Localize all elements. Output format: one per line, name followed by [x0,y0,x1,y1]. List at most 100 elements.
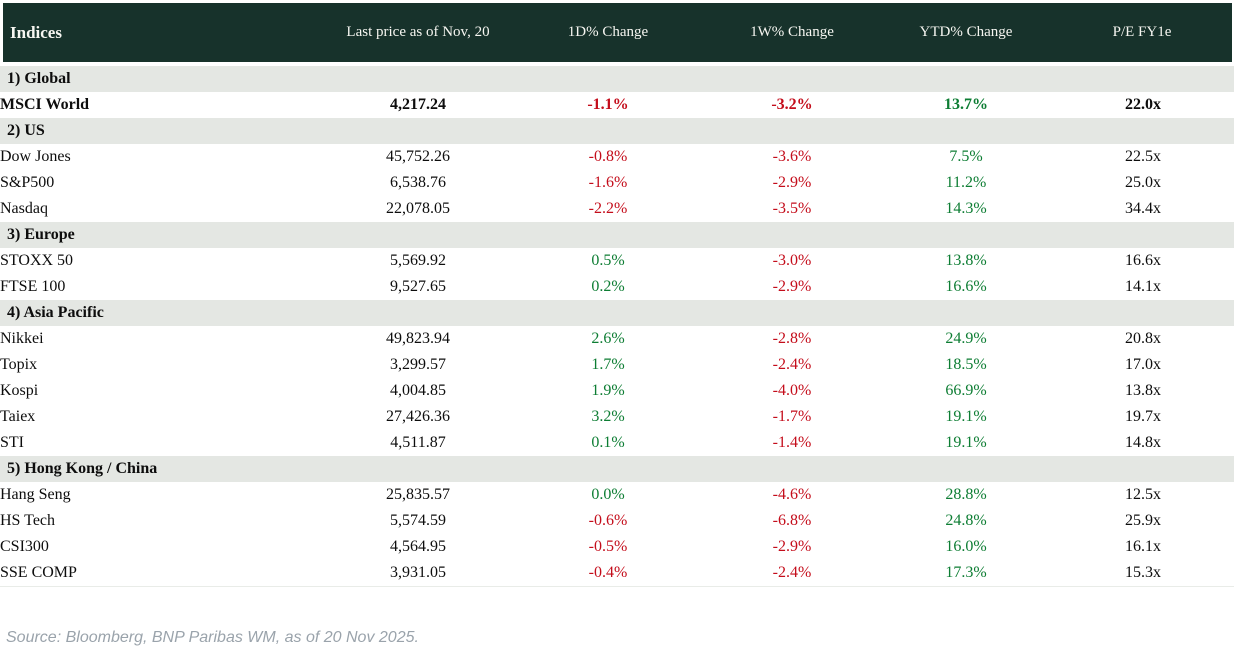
1w-change-cell: -3.0% [772,252,812,270]
index-row: CSI300 4,564.95 -0.5% -2.9% 16.0% 16.1x [0,534,1234,560]
pe-ratio-cell: 25.0x [1125,174,1162,191]
index-row: Dow Jones 45,752.26 -0.8% -3.6% 7.5% 22.5x [0,144,1234,170]
1d-change-cell: 1.9% [591,382,625,399]
index-row: Hang Seng 25,835.57 0.0% -4.6% 28.8% 12.5x [0,482,1234,508]
pe-ratio-cell: 16.6x [1125,252,1162,270]
ytd-change-cell: 17.3% [945,563,987,581]
last-price-cell: 3,299.57 [390,356,446,373]
1w-change-cell: -3.6% [772,148,812,166]
section-label: 1) Global [0,66,1234,93]
index-row: S&P500 6,538.76 -1.6% -2.9% 11.2% 25.0x [0,170,1234,196]
column-header-last-price: Last price as of Nov, 20 [346,24,490,40]
1d-change-cell: 1.7% [591,356,625,373]
index-name-cell: Nasdaq [0,200,48,217]
1w-change-cell: -1.4% [772,434,812,451]
section-row: 1) Global [0,66,1234,93]
last-price-cell: 27,426.36 [386,408,450,425]
ytd-change-cell: 66.9% [945,382,987,399]
index-name-cell: SSE COMP [0,563,77,581]
section-label: 3) Europe [0,222,1234,249]
index-name-cell: Nikkei [0,330,44,348]
1w-change-cell: -2.8% [772,330,812,348]
1d-change-cell: -1.1% [587,96,629,114]
1d-change-cell: -1.6% [588,174,628,191]
index-row: STOXX 50 5,569.92 0.5% -3.0% 13.8% 16.6x [0,248,1234,274]
last-price-cell: 9,527.65 [390,278,446,295]
1d-change-cell: 0.2% [591,278,625,295]
last-price-cell: 6,538.76 [390,174,446,191]
1d-change-cell: 0.1% [591,434,625,451]
1w-change-cell: -2.9% [772,174,812,191]
1d-change-cell: 0.0% [591,486,625,504]
ytd-change-cell: 11.2% [945,174,987,191]
ytd-change-cell: 24.8% [945,512,987,529]
ytd-change-cell: 14.3% [945,200,987,217]
indices-table: 1) Global MSCI World 4,217.24 -1.1% -3.2% 13.… [0,66,1234,587]
ytd-change-cell: 19.1% [945,408,987,425]
index-row: Kospi 4,004.85 1.9% -4.0% 66.9% 13.8x [0,378,1234,404]
index-name-cell: Kospi [0,382,39,399]
column-header-pe: P/E FY1e [1112,24,1172,40]
last-price-cell: 45,752.26 [386,148,450,166]
1w-change-cell: -4.0% [772,382,812,399]
1w-change-cell: -2.4% [772,356,812,373]
index-row: HS Tech 5,574.59 -0.6% -6.8% 24.8% 25.9x [0,508,1234,534]
ytd-change-cell: 13.8% [945,252,987,270]
ytd-change-cell: 18.5% [945,356,987,373]
1d-change-cell: 0.5% [591,252,625,270]
column-header-indices: Indices [10,22,62,42]
1d-change-cell: 3.2% [591,408,625,425]
index-name-cell: MSCI World [0,96,90,114]
pe-ratio-cell: 34.4x [1125,200,1162,217]
1d-change-cell: -0.6% [588,512,628,529]
pe-ratio-cell: 19.7x [1125,408,1162,425]
index-row: Nikkei 49,823.94 2.6% -2.8% 24.9% 20.8x [0,326,1234,352]
index-row: FTSE 100 9,527.65 0.2% -2.9% 16.6% 14.1x [0,274,1234,300]
index-row: Taiex 27,426.36 3.2% -1.7% 19.1% 19.7x [0,404,1234,430]
index-name-cell: Taiex [0,408,36,425]
index-name-cell: FTSE 100 [0,278,66,295]
1w-change-cell: -4.6% [772,486,812,504]
index-name-cell: CSI300 [0,538,49,555]
pe-ratio-cell: 16.1x [1125,538,1162,555]
1w-change-cell: -2.9% [772,538,812,555]
ytd-change-cell: 13.7% [944,96,988,114]
ytd-change-cell: 28.8% [945,486,987,504]
1d-change-cell: -0.8% [588,148,628,166]
section-label: 2) US [0,118,1234,145]
section-row: 2) US [0,118,1234,145]
section-label: 5) Hong Kong / China [0,456,1234,483]
section-row: 3) Europe [0,222,1234,249]
indices-table-body: 1) Global MSCI World 4,217.24 -1.1% -3.2% 13.… [0,66,1234,586]
column-header-1d-change: 1D% Change [567,24,649,40]
last-price-cell: 4,511.87 [390,434,446,451]
ytd-change-cell: 7.5% [949,148,983,166]
source-note: Source: Bloomberg, BNP Paribas WM, as of… [6,628,419,646]
index-name-cell: STI [0,434,24,451]
index-row: MSCI World 4,217.24 -1.1% -3.2% 13.7% 22.0x [0,92,1234,118]
column-header-ytd-change: YTD% Change [919,24,1013,40]
index-name-cell: Dow Jones [0,148,71,166]
ytd-change-cell: 16.6% [945,278,987,295]
pe-ratio-cell: 13.8x [1125,382,1162,399]
pe-ratio-cell: 14.8x [1125,434,1162,451]
index-name-cell: STOXX 50 [0,252,74,270]
section-row: 5) Hong Kong / China [0,456,1234,483]
last-price-cell: 5,569.92 [390,252,446,270]
last-price-cell: 49,823.94 [386,330,450,348]
last-price-cell: 22,078.05 [386,200,450,217]
1d-change-cell: 2.6% [591,330,625,348]
section-label: 4) Asia Pacific [0,300,1234,327]
1d-change-cell: -0.5% [588,538,628,555]
last-price-cell: 5,574.59 [390,512,446,529]
last-price-cell: 25,835.57 [386,486,450,504]
1w-change-cell: -3.2% [771,96,813,114]
index-row: Nasdaq 22,078.05 -2.2% -3.5% 14.3% 34.4x [0,196,1234,222]
ytd-change-cell: 16.0% [945,538,987,555]
1w-change-cell: -6.8% [772,512,812,529]
pe-ratio-cell: 25.9x [1125,512,1162,529]
index-name-cell: HS Tech [0,512,56,529]
pe-ratio-cell: 22.5x [1125,148,1162,166]
1w-change-cell: -1.7% [772,408,812,425]
index-name-cell: Topix [0,356,38,373]
